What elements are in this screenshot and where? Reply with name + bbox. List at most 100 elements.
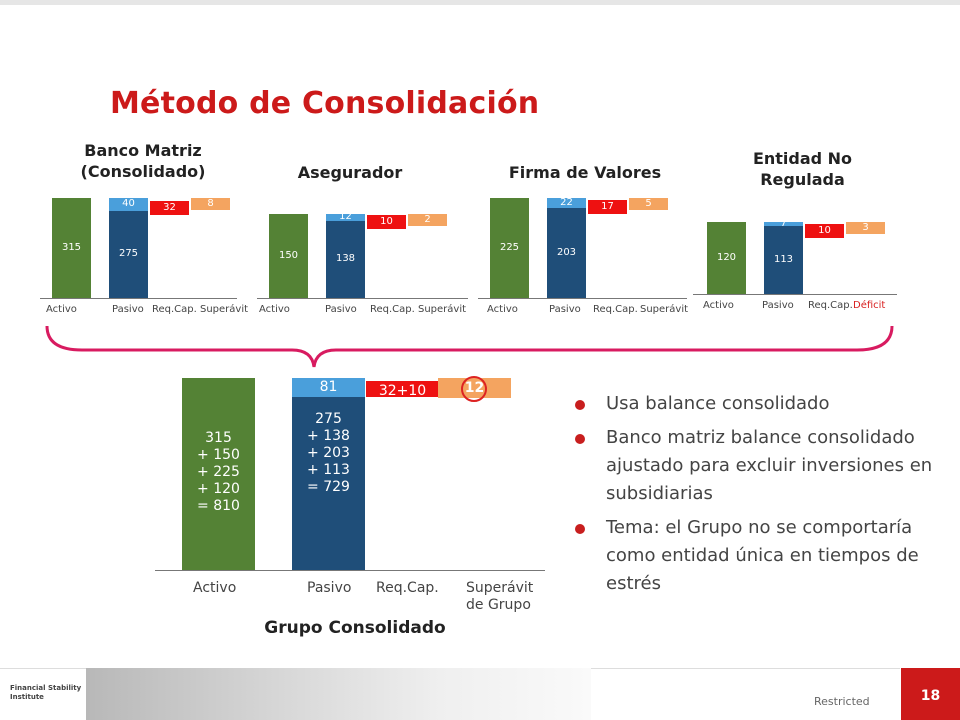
req-cap-value-line: +17+ [381,399,424,416]
pasivo-top-value: 7 [780,218,787,230]
x-tick-label: Req.Cap. [593,304,638,315]
x-axis [693,294,897,295]
pasivo-value-line: = 729 [307,479,350,496]
x-tick-label: Activo [46,304,77,315]
pasivo-value: 275 + 138 + 203 + 113 = 729 [292,411,365,496]
req-cap-value-line: 32+10 [378,382,427,399]
x-tick-label: Superávit [418,304,467,315]
activo-value: 225 [499,242,520,253]
chart-title-banco-matriz: Banco Matriz (Consolidado) [80,141,206,181]
page-number-box [901,668,960,720]
pasivo-top-bar [764,222,803,227]
x-tick-label: Pasivo [762,300,794,311]
activo-value: 315 [61,241,82,253]
bullet-dot-icon [575,434,585,444]
pasivo-value-line: 275 [315,411,342,428]
bullet-dot-icon [575,400,585,410]
req-cap-bar [588,200,627,215]
superavit-bar [191,197,230,210]
req-cap-bar [150,200,189,215]
bracket-icon [45,325,894,368]
activo-value: 120 [716,252,737,263]
x-tick-label: Superávit de Grupo [466,580,534,613]
pasivo-top-bar [547,198,586,208]
chart-title-asegurador: Asegurador [297,163,403,182]
pasivo-top-value: 81 [319,378,338,395]
x-tick-label: Activo [703,300,734,311]
activo-value: 150 [278,250,299,261]
x-tick-label: Superávit [200,304,249,315]
pasivo-top-bar [326,214,365,221]
x-tick-label: Pasivo [307,580,352,596]
activo-value-line: + 120 [197,481,240,498]
req-cap-bar [366,380,439,398]
superavit-value: 5 [645,198,652,209]
superavit-bar [846,222,885,234]
x-tick-label: Pasivo [549,304,581,315]
superavit-value: 3 [862,222,869,233]
pasivo-value: 203 [556,246,577,258]
pasivo-value-line: + 203 [307,445,350,462]
activo-value-line: 315 [205,430,232,447]
pasivo-value-line: + 138 [307,428,350,445]
req-cap-bar [805,223,844,238]
slide-title: Método de Consolidación [110,86,540,121]
req-cap-value: 10 [818,224,831,236]
x-tick-label: Req.Cap. [370,304,415,315]
x-tick-label: Req.Cap. [808,300,853,311]
chart-title-grupo-consolidado: Grupo Consolidado [264,618,446,638]
req-cap-bar [367,215,406,230]
pasivo-bar [547,207,586,298]
x-tick-label: Req.Cap. [376,580,439,596]
page-number: 18 [920,688,941,704]
activo-bar [490,198,529,298]
pasivo-bar [292,397,365,570]
chart-title-firma-valores: Firma de Valores [508,163,662,182]
x-tick-label: Déficit [853,300,886,311]
fsi-logo: Financial Stability Institute [10,684,82,701]
x-tick-label: Superávit [640,304,689,315]
pasivo-bar [109,210,148,298]
superavit-value: 2 [424,214,431,225]
pasivo-top-value: 12 [339,211,352,223]
pasivo-value-line: + 113 [307,462,350,479]
chart-title-entidad-no-regulada: Entidad No Regulada [752,149,853,189]
x-tick-label: Req.Cap. [152,304,197,315]
pasivo-top-value: 40 [122,198,135,210]
activo-bar [182,378,255,570]
bullet-item: Usa balance consolidado [575,390,935,418]
x-tick-label: Activo [487,304,518,315]
x-tick-label: Activo [259,304,290,315]
activo-value-line: = 810 [197,498,240,515]
req-cap-value-line: 10=69 [378,416,427,433]
restricted-label: Restricted [814,695,870,708]
x-tick-label: Pasivo [325,304,357,315]
x-tick-label: Pasivo [112,304,144,315]
x-axis [40,298,237,299]
pasivo-bar [326,220,365,298]
activo-value: 315 + 150 + 225 + 120 = 810 [182,430,255,515]
superavit-bar [408,214,447,226]
pasivo-top-value: 22 [560,196,573,208]
bullet-item: Banco matriz balance consolidado ajustad… [575,424,935,508]
req-cap-value: 10 [380,216,393,228]
highlight-circle-icon [461,376,487,403]
pasivo-top-bar [292,378,365,398]
pasivo-value: 113 [773,254,794,266]
superavit-value: 8 [207,197,214,209]
x-axis [257,298,468,299]
pasivo-value: 275 [118,248,139,260]
pasivo-value: 138 [335,253,356,265]
x-axis [478,298,687,299]
bullet-list: Usa balance consolidado Banco matriz bal… [575,390,935,604]
superavit-bar [629,198,668,210]
req-cap-value: 17 [601,201,614,213]
activo-bar [52,197,91,298]
pasivo-bar [764,226,803,294]
activo-bar [707,222,746,294]
footer-photo [86,668,591,720]
activo-value-line: + 225 [197,464,240,481]
req-cap-value: 32 [163,201,176,213]
req-cap-value: 32+10 +17+ 10=69 [366,383,439,434]
x-axis [155,570,545,571]
